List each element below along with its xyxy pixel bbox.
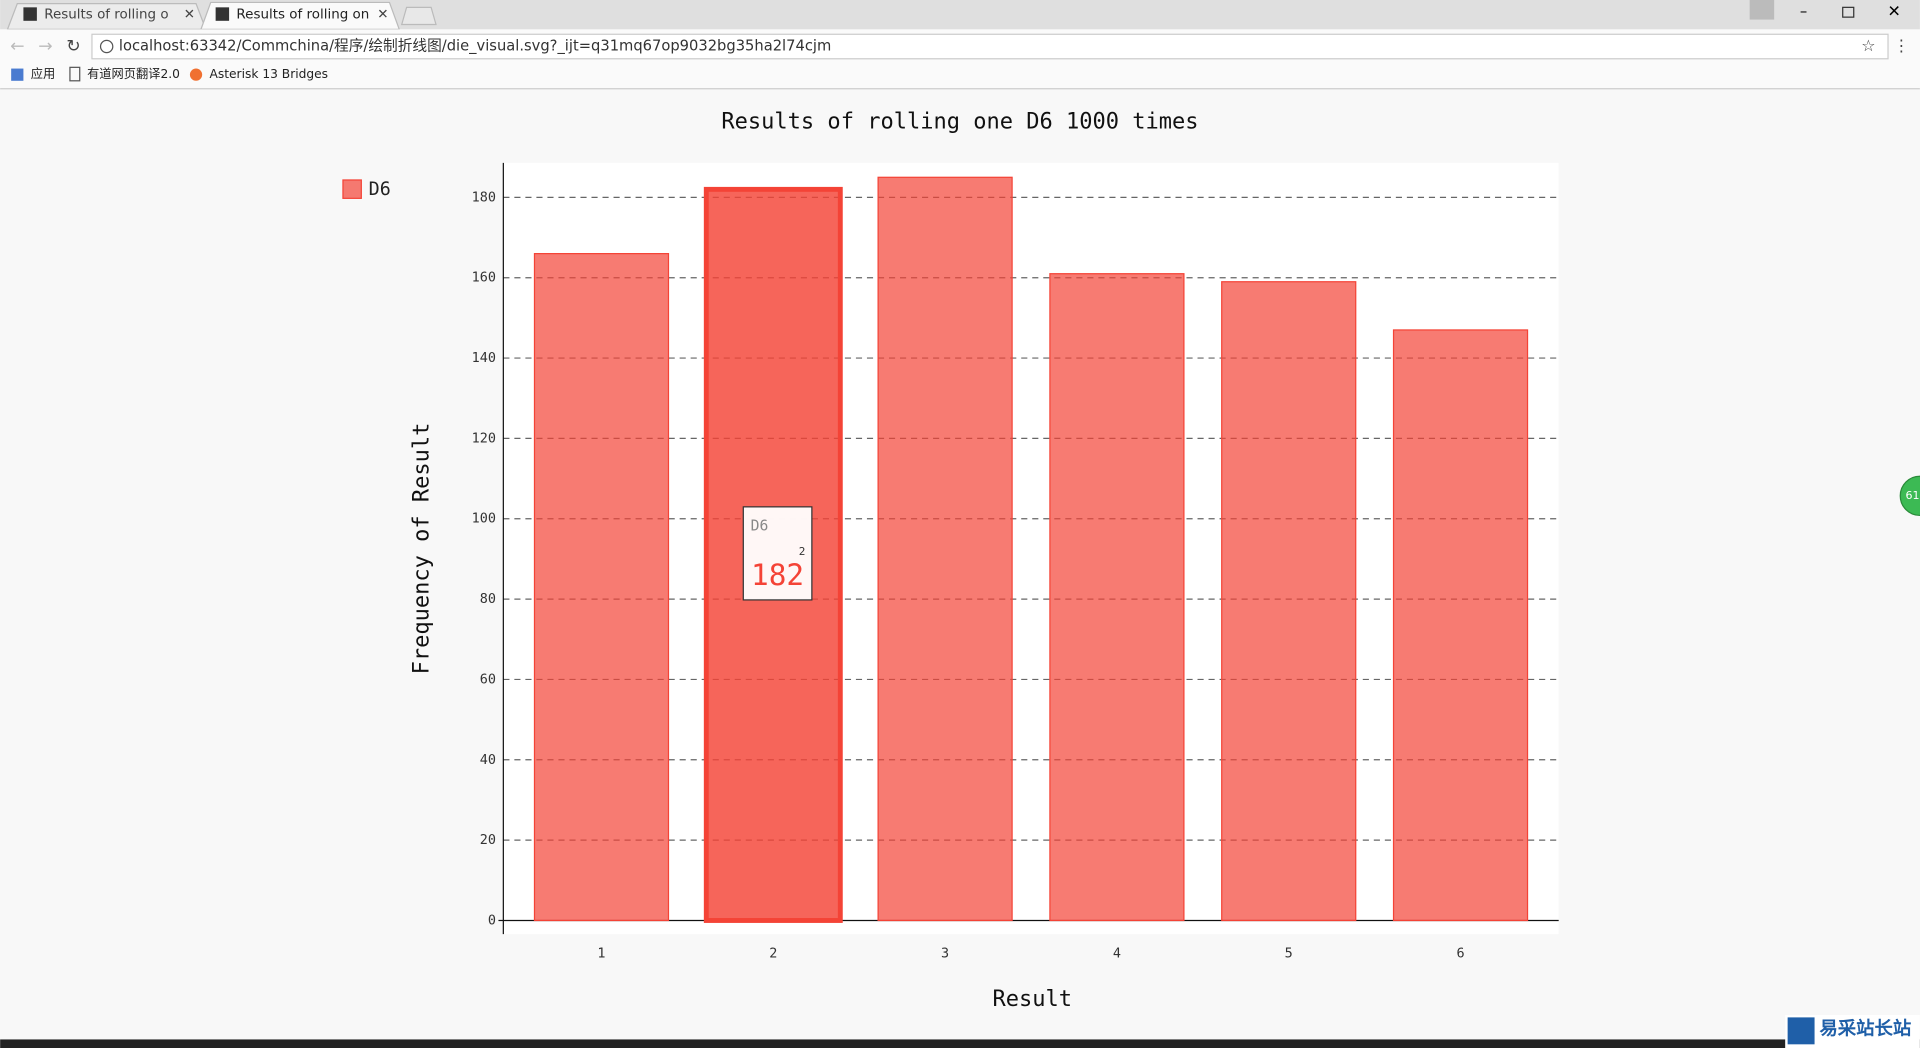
tab-icon	[215, 7, 230, 21]
bar	[1049, 273, 1185, 922]
watermark-logo	[1787, 1017, 1815, 1045]
watermark: 易采站长站	[1819, 1018, 1911, 1040]
page-icon	[69, 66, 81, 82]
restore[interactable]	[1842, 6, 1855, 18]
tab-icon	[23, 7, 37, 21]
x-tick-label: 1	[597, 947, 605, 962]
legend-swatch	[342, 179, 362, 199]
y-tick-label: 60	[480, 672, 496, 687]
y-tick-label: 140	[472, 351, 496, 366]
y-tick-label: 80	[480, 592, 496, 607]
tooltip	[742, 506, 813, 601]
tab-close[interactable]: ✕	[377, 8, 388, 23]
legend-label: D6	[369, 179, 391, 200]
y-tick-label: 120	[472, 431, 496, 446]
y-tick-label: 100	[472, 512, 496, 527]
minimize[interactable]: –	[1800, 3, 1807, 20]
tab-title: Results of rolling one D6 1000 times	[44, 8, 289, 23]
chart-title: Results of rolling one D6 1000 times	[721, 109, 1198, 134]
x-tick-label: 2	[769, 947, 777, 962]
close-window[interactable]: ✕	[1887, 2, 1900, 21]
x-axis-label: Result	[992, 987, 1072, 1012]
y-tick-label: 0	[488, 913, 496, 928]
badge-text: 61	[1906, 489, 1920, 502]
y-tick-label: 20	[480, 833, 496, 848]
forward[interactable]: →	[38, 37, 52, 57]
apps-icon	[11, 68, 24, 81]
url: localhost:63342/Commchina/程序/绘制折线图/die_v…	[119, 38, 831, 55]
y-tick-label: 180	[472, 190, 496, 205]
y-tick-label: 160	[472, 271, 496, 286]
bookmark[interactable]: 应用	[31, 66, 55, 81]
y-tick-label: 40	[480, 753, 496, 768]
bar	[533, 253, 670, 922]
chart: Results of rolling one D6 1000 times Res…	[342, 109, 1559, 1012]
profile[interactable]	[1749, 0, 1775, 20]
site-icon	[189, 68, 203, 81]
info-icon[interactable]	[99, 39, 114, 54]
back[interactable]: ←	[10, 37, 24, 57]
tooltip-value: 182	[751, 558, 804, 592]
x-tick-label: 4	[1113, 947, 1121, 962]
plot-area	[503, 162, 1559, 935]
bar	[1221, 281, 1357, 922]
x-tick-label: 5	[1285, 947, 1293, 962]
menu[interactable]: ⋮	[1894, 36, 1910, 55]
reload[interactable]: ↻	[66, 37, 80, 57]
bookmark[interactable]: 有道网页翻译2.0	[87, 67, 180, 81]
bookmark-star[interactable]: ☆	[1861, 36, 1875, 55]
taskbar	[0, 1039, 1920, 1048]
bookmark[interactable]: Asterisk 13 Bridges	[210, 67, 329, 81]
new-tab[interactable]	[400, 6, 437, 26]
tab-title: Results of rolling one D6 1000 times	[236, 8, 481, 23]
y-axis-label: Frequency of Result	[410, 423, 435, 675]
x-tick-label: 6	[1456, 947, 1464, 962]
tooltip-category: 2	[799, 545, 806, 558]
address-bar[interactable]	[91, 33, 1889, 60]
tooltip-series: D6	[751, 517, 769, 534]
bar	[1392, 329, 1529, 922]
x-tick-label: 3	[941, 947, 949, 962]
tab-close[interactable]: ✕	[184, 8, 195, 23]
bar	[877, 176, 1013, 922]
